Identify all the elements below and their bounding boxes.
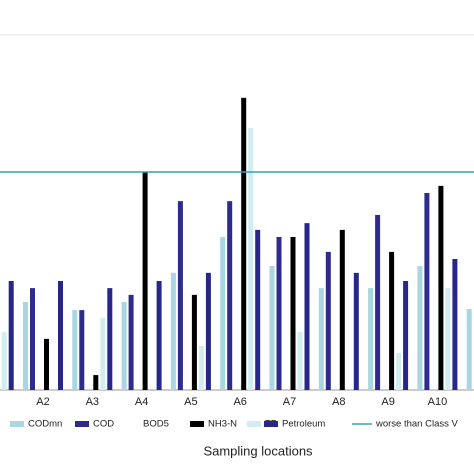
x-tick-label: A10 bbox=[428, 396, 448, 408]
bar bbox=[424, 192, 430, 390]
bar bbox=[417, 266, 423, 390]
bar bbox=[452, 259, 458, 390]
bar bbox=[290, 236, 296, 390]
bar bbox=[227, 201, 233, 390]
bar bbox=[403, 281, 409, 390]
bar bbox=[170, 272, 176, 390]
bar bbox=[255, 229, 261, 390]
bar bbox=[72, 310, 78, 390]
bar bbox=[396, 353, 402, 390]
x-tick-label: A2 bbox=[36, 396, 49, 408]
bar bbox=[8, 281, 14, 390]
bar bbox=[107, 288, 113, 390]
x-tick-label: A8 bbox=[332, 396, 345, 408]
bar bbox=[368, 288, 374, 390]
legend-swatch bbox=[264, 421, 278, 427]
bar bbox=[198, 345, 204, 390]
legend-swatch bbox=[125, 421, 139, 427]
legend-swatch bbox=[75, 421, 89, 427]
bar bbox=[325, 251, 331, 390]
bar bbox=[276, 236, 282, 390]
x-tick-label: A3 bbox=[86, 396, 99, 408]
bar bbox=[156, 281, 162, 390]
bar bbox=[445, 288, 451, 390]
bar bbox=[353, 272, 359, 390]
bar bbox=[128, 294, 134, 390]
bar bbox=[191, 294, 197, 390]
bar bbox=[389, 251, 395, 390]
bar bbox=[466, 309, 472, 390]
bar bbox=[93, 375, 99, 390]
x-tick-label: A6 bbox=[233, 396, 246, 408]
legend-label: worse than Class V bbox=[375, 419, 459, 430]
bar bbox=[23, 301, 28, 390]
legend-swatch bbox=[190, 421, 204, 427]
bar bbox=[318, 288, 324, 390]
legend-swatch bbox=[10, 421, 24, 427]
x-tick-label: A7 bbox=[283, 396, 296, 408]
legend-label: CODmn bbox=[28, 419, 62, 430]
legend-swatch bbox=[247, 421, 261, 427]
bar bbox=[304, 223, 310, 390]
bar bbox=[58, 281, 63, 390]
bar bbox=[177, 201, 183, 390]
bar bbox=[44, 338, 49, 390]
bar bbox=[30, 288, 35, 390]
bar bbox=[205, 272, 211, 390]
legend-label: BOD5 bbox=[143, 419, 169, 430]
bar bbox=[269, 266, 275, 390]
bar bbox=[121, 301, 127, 390]
bar bbox=[248, 128, 254, 390]
legend-label: Petroleum bbox=[282, 419, 325, 430]
bar bbox=[79, 310, 85, 390]
bar bbox=[220, 236, 226, 390]
bar bbox=[375, 214, 381, 390]
bar bbox=[100, 317, 106, 390]
bar bbox=[297, 332, 303, 390]
x-tick-label: A9 bbox=[381, 396, 394, 408]
legend-label: COD bbox=[93, 419, 114, 430]
legend-label: NH3-N bbox=[208, 419, 237, 430]
bar bbox=[1, 332, 7, 390]
x-axis-title: Sampling locations bbox=[203, 443, 313, 458]
x-tick-label: A4 bbox=[135, 396, 148, 408]
bar bbox=[438, 185, 444, 390]
bar bbox=[241, 97, 247, 391]
bar bbox=[339, 229, 345, 390]
bar bbox=[142, 172, 148, 390]
x-tick-label: A5 bbox=[184, 396, 197, 408]
